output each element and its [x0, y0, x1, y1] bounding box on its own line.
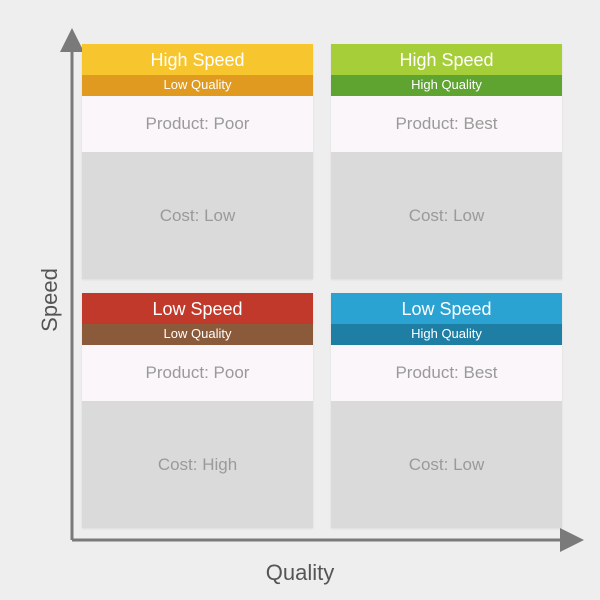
quad-title: High Speed: [331, 44, 562, 75]
quad-product: Product: Best: [331, 96, 562, 152]
quad-subtitle: Low Quality: [82, 75, 313, 96]
quad-product: Product: Poor: [82, 345, 313, 401]
quadrant-grid: High Speed Low Quality Product: Poor Cos…: [82, 44, 562, 528]
quad-top-right: High Speed High Quality Product: Best Co…: [331, 44, 562, 279]
quad-title: Low Speed: [82, 293, 313, 324]
quad-subtitle: High Quality: [331, 324, 562, 345]
speed-quality-matrix: Speed Quality High Speed Low Quality Pro…: [0, 0, 600, 600]
x-axis-label: Quality: [266, 560, 334, 586]
quad-bottom-left: Low Speed Low Quality Product: Poor Cost…: [82, 293, 313, 528]
quad-cost: Cost: Low: [82, 152, 313, 279]
quad-title: Low Speed: [331, 293, 562, 324]
y-axis-label: Speed: [37, 268, 63, 332]
quad-subtitle: Low Quality: [82, 324, 313, 345]
quad-product: Product: Poor: [82, 96, 313, 152]
quad-product: Product: Best: [331, 345, 562, 401]
quad-cost: Cost: Low: [331, 152, 562, 279]
quad-cost: Cost: Low: [331, 401, 562, 528]
quad-title: High Speed: [82, 44, 313, 75]
quad-bottom-right: Low Speed High Quality Product: Best Cos…: [331, 293, 562, 528]
quad-top-left: High Speed Low Quality Product: Poor Cos…: [82, 44, 313, 279]
quad-cost: Cost: High: [82, 401, 313, 528]
quad-subtitle: High Quality: [331, 75, 562, 96]
